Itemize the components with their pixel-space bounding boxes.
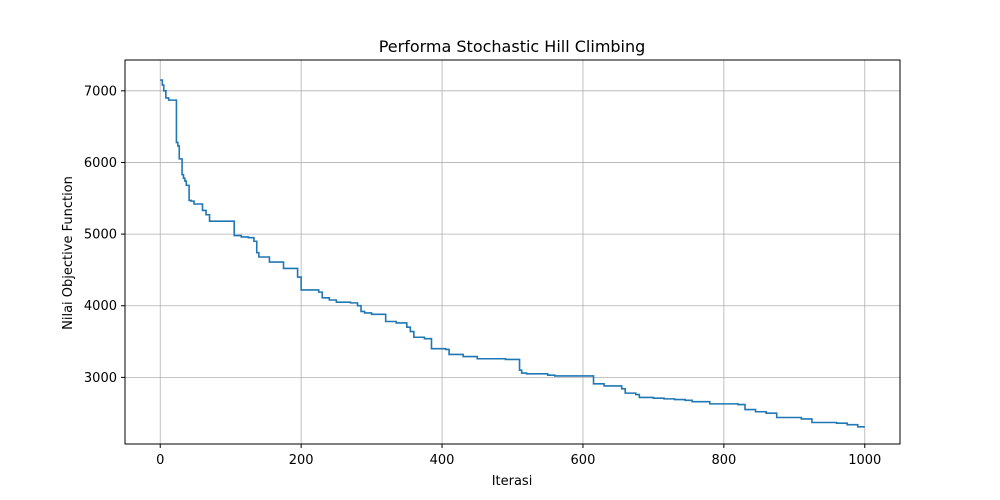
- series-group: [160, 79, 865, 428]
- x-axis-title: Iterasi: [492, 474, 533, 489]
- y-axis-title: Nilai Objective Function: [61, 176, 76, 330]
- chart-title: Performa Stochastic Hill Climbing: [379, 37, 646, 56]
- grid: [125, 60, 900, 444]
- y-tick-label: 7000: [84, 84, 117, 99]
- x-tick-label: 1000: [848, 453, 881, 468]
- x-tick-label: 0: [156, 453, 164, 468]
- plot-frame: [124, 59, 901, 445]
- ticks: 0 200 400 600 800 1000 3000 4000 5000 6000 7000: [84, 84, 881, 468]
- x-tick-label: 400: [430, 453, 455, 468]
- x-tick-label: 200: [289, 453, 314, 468]
- y-tick-label: 6000: [84, 156, 117, 171]
- x-tick-label: 600: [571, 453, 596, 468]
- y-tick-label: 5000: [84, 228, 117, 243]
- y-tick-label: 3000: [84, 371, 117, 386]
- x-tick-label: 800: [711, 453, 736, 468]
- series-line-0: [160, 79, 865, 428]
- y-tick-label: 4000: [84, 299, 117, 314]
